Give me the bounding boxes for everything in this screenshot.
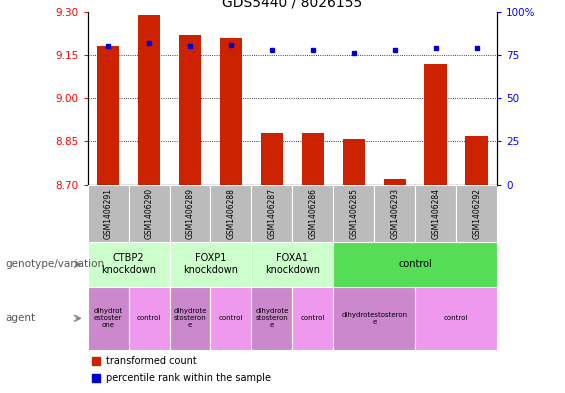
Bar [170, 185, 210, 242]
Bar [170, 242, 251, 287]
Text: dihydrote
stosteron
e: dihydrote stosteron e [173, 309, 207, 328]
Bar [211, 185, 251, 242]
Text: GSM1406288: GSM1406288 [227, 188, 236, 239]
Bar [384, 179, 406, 185]
Text: GSM1406289: GSM1406289 [185, 188, 194, 239]
Bar [333, 242, 497, 287]
Text: dihydrote
stosteron
e: dihydrote stosteron e [255, 309, 289, 328]
Bar [138, 15, 160, 185]
Bar [302, 133, 324, 185]
Text: agent: agent [6, 313, 36, 323]
Bar [374, 185, 415, 242]
Bar [88, 185, 129, 242]
Bar [129, 185, 170, 242]
Text: GSM1406290: GSM1406290 [145, 187, 154, 239]
Text: GSM1406287: GSM1406287 [267, 188, 276, 239]
Bar [342, 139, 365, 185]
Bar [179, 35, 201, 185]
Bar [220, 38, 242, 185]
Bar [129, 287, 170, 350]
Text: GSM1406291: GSM1406291 [103, 188, 112, 239]
Text: dihydrot
estoster
one: dihydrot estoster one [93, 309, 123, 328]
Bar [293, 287, 333, 350]
Bar [88, 242, 170, 287]
Text: control: control [444, 315, 468, 321]
Text: percentile rank within the sample: percentile rank within the sample [106, 373, 271, 383]
Bar [170, 287, 210, 350]
Bar [251, 287, 293, 350]
Text: genotype/variation: genotype/variation [6, 259, 105, 269]
Bar [424, 64, 447, 185]
Text: transformed count: transformed count [106, 356, 197, 366]
Text: control: control [398, 259, 432, 269]
Bar [251, 242, 333, 287]
Bar [415, 287, 497, 350]
Bar [251, 185, 293, 242]
Bar [293, 185, 333, 242]
Bar [97, 46, 119, 185]
Bar [466, 136, 488, 185]
Text: CTBP2
knockdown: CTBP2 knockdown [101, 253, 156, 275]
Bar [457, 185, 497, 242]
Text: GSM1406293: GSM1406293 [390, 187, 399, 239]
Bar [333, 287, 415, 350]
Bar [211, 287, 251, 350]
Bar [260, 133, 283, 185]
Text: GSM1406292: GSM1406292 [472, 188, 481, 239]
Text: GSM1406284: GSM1406284 [431, 188, 440, 239]
Text: control: control [301, 315, 325, 321]
Text: GSM1406286: GSM1406286 [308, 188, 318, 239]
Text: dihydrotestosteron
e: dihydrotestosteron e [341, 312, 407, 325]
Text: control: control [219, 315, 243, 321]
Bar [88, 287, 129, 350]
Text: FOXP1
knockdown: FOXP1 knockdown [183, 253, 238, 275]
Text: FOXA1
knockdown: FOXA1 knockdown [265, 253, 320, 275]
Text: GSM1406285: GSM1406285 [349, 188, 358, 239]
Bar [415, 185, 457, 242]
Title: GDS5440 / 8026155: GDS5440 / 8026155 [222, 0, 363, 9]
Text: control: control [137, 315, 161, 321]
Bar [333, 185, 374, 242]
